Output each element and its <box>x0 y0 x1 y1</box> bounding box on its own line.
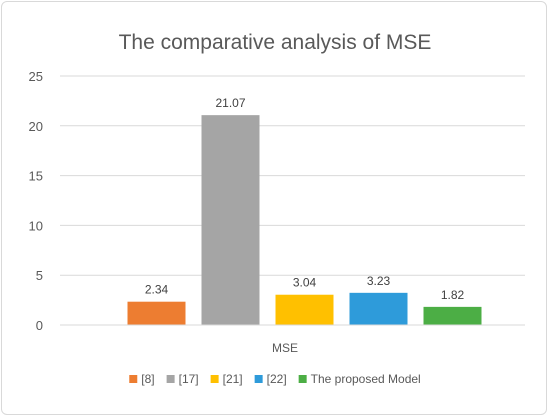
data-label: 1.82 <box>441 288 465 302</box>
bar <box>423 306 482 325</box>
data-label: 3.23 <box>367 274 391 288</box>
legend-swatch <box>210 375 219 383</box>
legend-label: The proposed Model <box>311 372 421 386</box>
y-tick-label: 20 <box>29 119 43 134</box>
data-labels: 2.34 21.07 3.04 3.23 1.82 <box>145 96 465 302</box>
y-tick-label: 5 <box>36 268 43 283</box>
x-category-label: MSE <box>272 341 298 355</box>
bar <box>201 115 260 326</box>
gridlines <box>60 75 525 276</box>
y-tick-label: 25 <box>29 69 43 84</box>
bar <box>349 292 408 325</box>
y-tick-label: 10 <box>29 218 43 233</box>
data-label: 2.34 <box>145 283 169 297</box>
bars <box>127 115 482 326</box>
legend-swatch <box>166 375 175 383</box>
data-label: 3.04 <box>293 276 317 290</box>
y-axis-ticks: 0 5 10 15 20 25 <box>29 69 43 333</box>
legend-label: [8] <box>141 372 154 386</box>
y-tick-label: 15 <box>29 169 43 184</box>
legend: [8] [17] [21] [22] The proposed Model <box>129 372 421 386</box>
y-tick-label: 0 <box>36 318 43 333</box>
legend-label: [21] <box>223 372 243 386</box>
bar <box>275 294 334 325</box>
legend-swatch <box>254 375 263 383</box>
bar <box>127 301 186 325</box>
legend-label: [22] <box>267 372 287 386</box>
legend-swatch <box>298 375 307 383</box>
data-label: 21.07 <box>215 96 245 110</box>
legend-swatch <box>129 375 138 383</box>
legend-label: [17] <box>179 372 199 386</box>
chart-title: The comparative analysis of MSE <box>119 31 432 54</box>
